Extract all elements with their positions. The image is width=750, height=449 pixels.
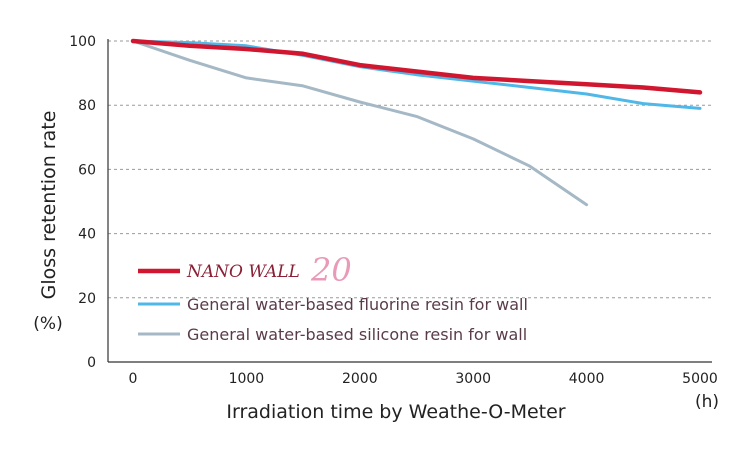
x-tick-labels: 0 1000 2000 3000 4000 5000 — [129, 371, 718, 387]
series-lines — [130, 38, 703, 207]
grid-lines — [108, 40, 712, 299]
series-line-nano-wall — [130, 38, 703, 95]
legend-label-silicone: General water-based silicone resin for w… — [187, 325, 527, 344]
y-tick-label: 60 — [78, 162, 96, 178]
legend-label-nano-wall-number: 20 — [310, 251, 352, 289]
y-tick-label: 40 — [78, 227, 96, 243]
x-tick-label: 4000 — [569, 371, 605, 387]
y-tick-label: 100 — [69, 34, 96, 50]
y-tick-label: 20 — [78, 291, 96, 307]
x-tick-label: 2000 — [342, 371, 378, 387]
y-tick-label: 80 — [78, 98, 96, 114]
legend-label-nano-wall: NANO WALL — [186, 262, 300, 282]
y-tick-label: 0 — [87, 355, 96, 371]
y-axis-unit: (%) — [33, 314, 62, 334]
y-axis-title: Gloss retention rate — [38, 111, 60, 300]
x-tick-label: 3000 — [455, 371, 491, 387]
legend-label-fluorine: General water-based fluorine resin for w… — [187, 295, 528, 314]
series-line-fluorine — [131, 39, 702, 110]
x-tick-label: 0 — [129, 371, 138, 387]
x-tick-label: 5000 — [682, 371, 718, 387]
y-tick-labels: 0 20 40 60 80 100 — [69, 34, 96, 371]
legend: NANO WALL 20 General water-based fluorin… — [138, 251, 528, 344]
series-line-silicone — [131, 39, 589, 207]
x-axis-title: Irradiation time by Weathe-O-Meter — [226, 401, 565, 423]
x-axis-unit: (h) — [695, 392, 719, 412]
x-tick-label: 1000 — [229, 371, 265, 387]
